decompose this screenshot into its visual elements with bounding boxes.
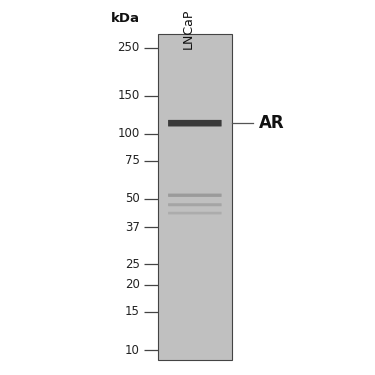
Text: 150: 150 bbox=[118, 89, 140, 102]
Text: LNCaP: LNCaP bbox=[182, 8, 195, 49]
Text: 10: 10 bbox=[125, 344, 140, 357]
FancyBboxPatch shape bbox=[168, 120, 222, 126]
Bar bbox=[158, 34, 231, 360]
FancyBboxPatch shape bbox=[168, 212, 222, 214]
Text: 37: 37 bbox=[125, 221, 140, 234]
FancyBboxPatch shape bbox=[168, 203, 222, 206]
Text: 250: 250 bbox=[118, 41, 140, 54]
Text: kDa: kDa bbox=[111, 12, 140, 25]
FancyBboxPatch shape bbox=[168, 194, 222, 197]
Text: 25: 25 bbox=[125, 258, 140, 270]
Text: 15: 15 bbox=[125, 306, 140, 318]
Text: 20: 20 bbox=[125, 279, 140, 291]
Text: 75: 75 bbox=[125, 154, 140, 167]
Text: 100: 100 bbox=[118, 128, 140, 140]
Text: AR: AR bbox=[259, 114, 285, 132]
Text: 50: 50 bbox=[125, 192, 140, 206]
